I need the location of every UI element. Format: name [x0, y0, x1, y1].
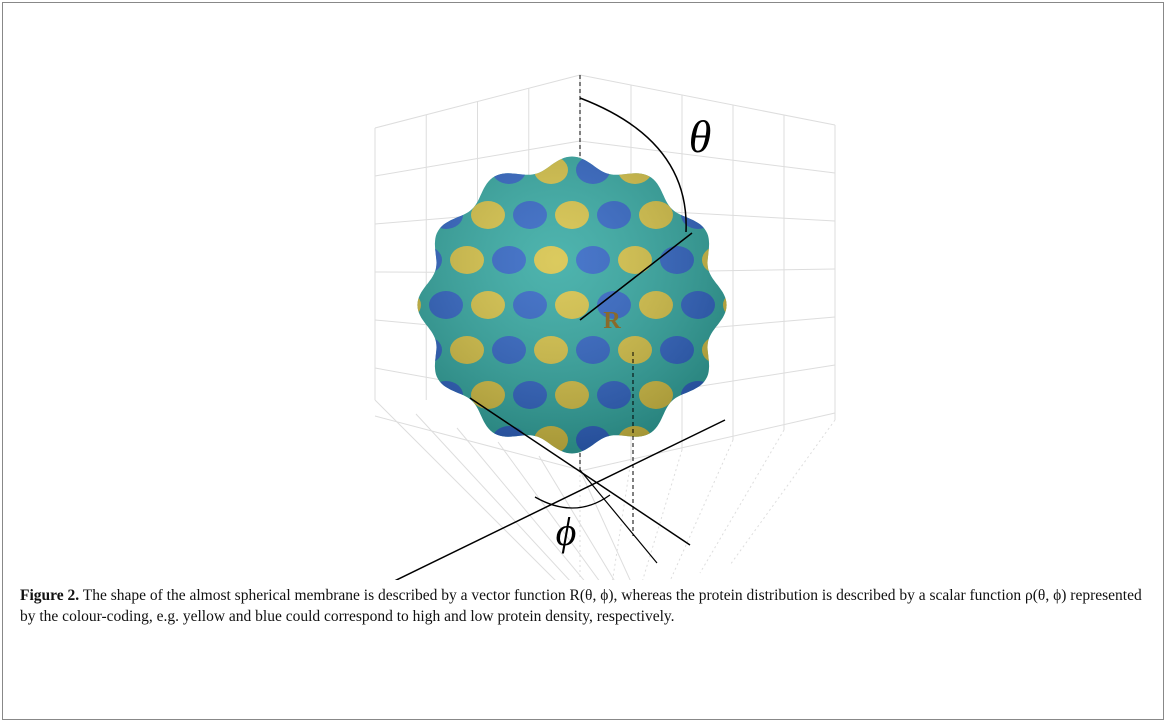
r-projection [580, 470, 657, 563]
high-density-patch [387, 291, 421, 319]
high-density-patch [702, 426, 736, 454]
phi-label: ϕ [556, 509, 577, 554]
theta-label: θ [689, 111, 712, 162]
grid-line [610, 460, 631, 580]
phi-arc [535, 495, 610, 508]
high-density-patch [723, 291, 757, 319]
grid-line [700, 430, 784, 573]
low-density-patch [744, 156, 778, 184]
high-density-patch [723, 381, 757, 409]
figure: θ R ϕ [0, 0, 1168, 580]
r-label: R [603, 308, 621, 334]
grid-line [730, 420, 835, 565]
high-density-patch [387, 201, 421, 229]
high-density-patch [387, 381, 421, 409]
caption-text: The shape of the almost spherical membra… [20, 587, 1142, 625]
caption: Figure 2. The shape of the almost spheri… [20, 585, 1150, 627]
membrane [387, 156, 778, 454]
grid-line [670, 440, 733, 580]
caption-label: Figure 2. [20, 587, 79, 604]
membrane-shading [417, 157, 726, 454]
low-density-patch [744, 336, 778, 364]
